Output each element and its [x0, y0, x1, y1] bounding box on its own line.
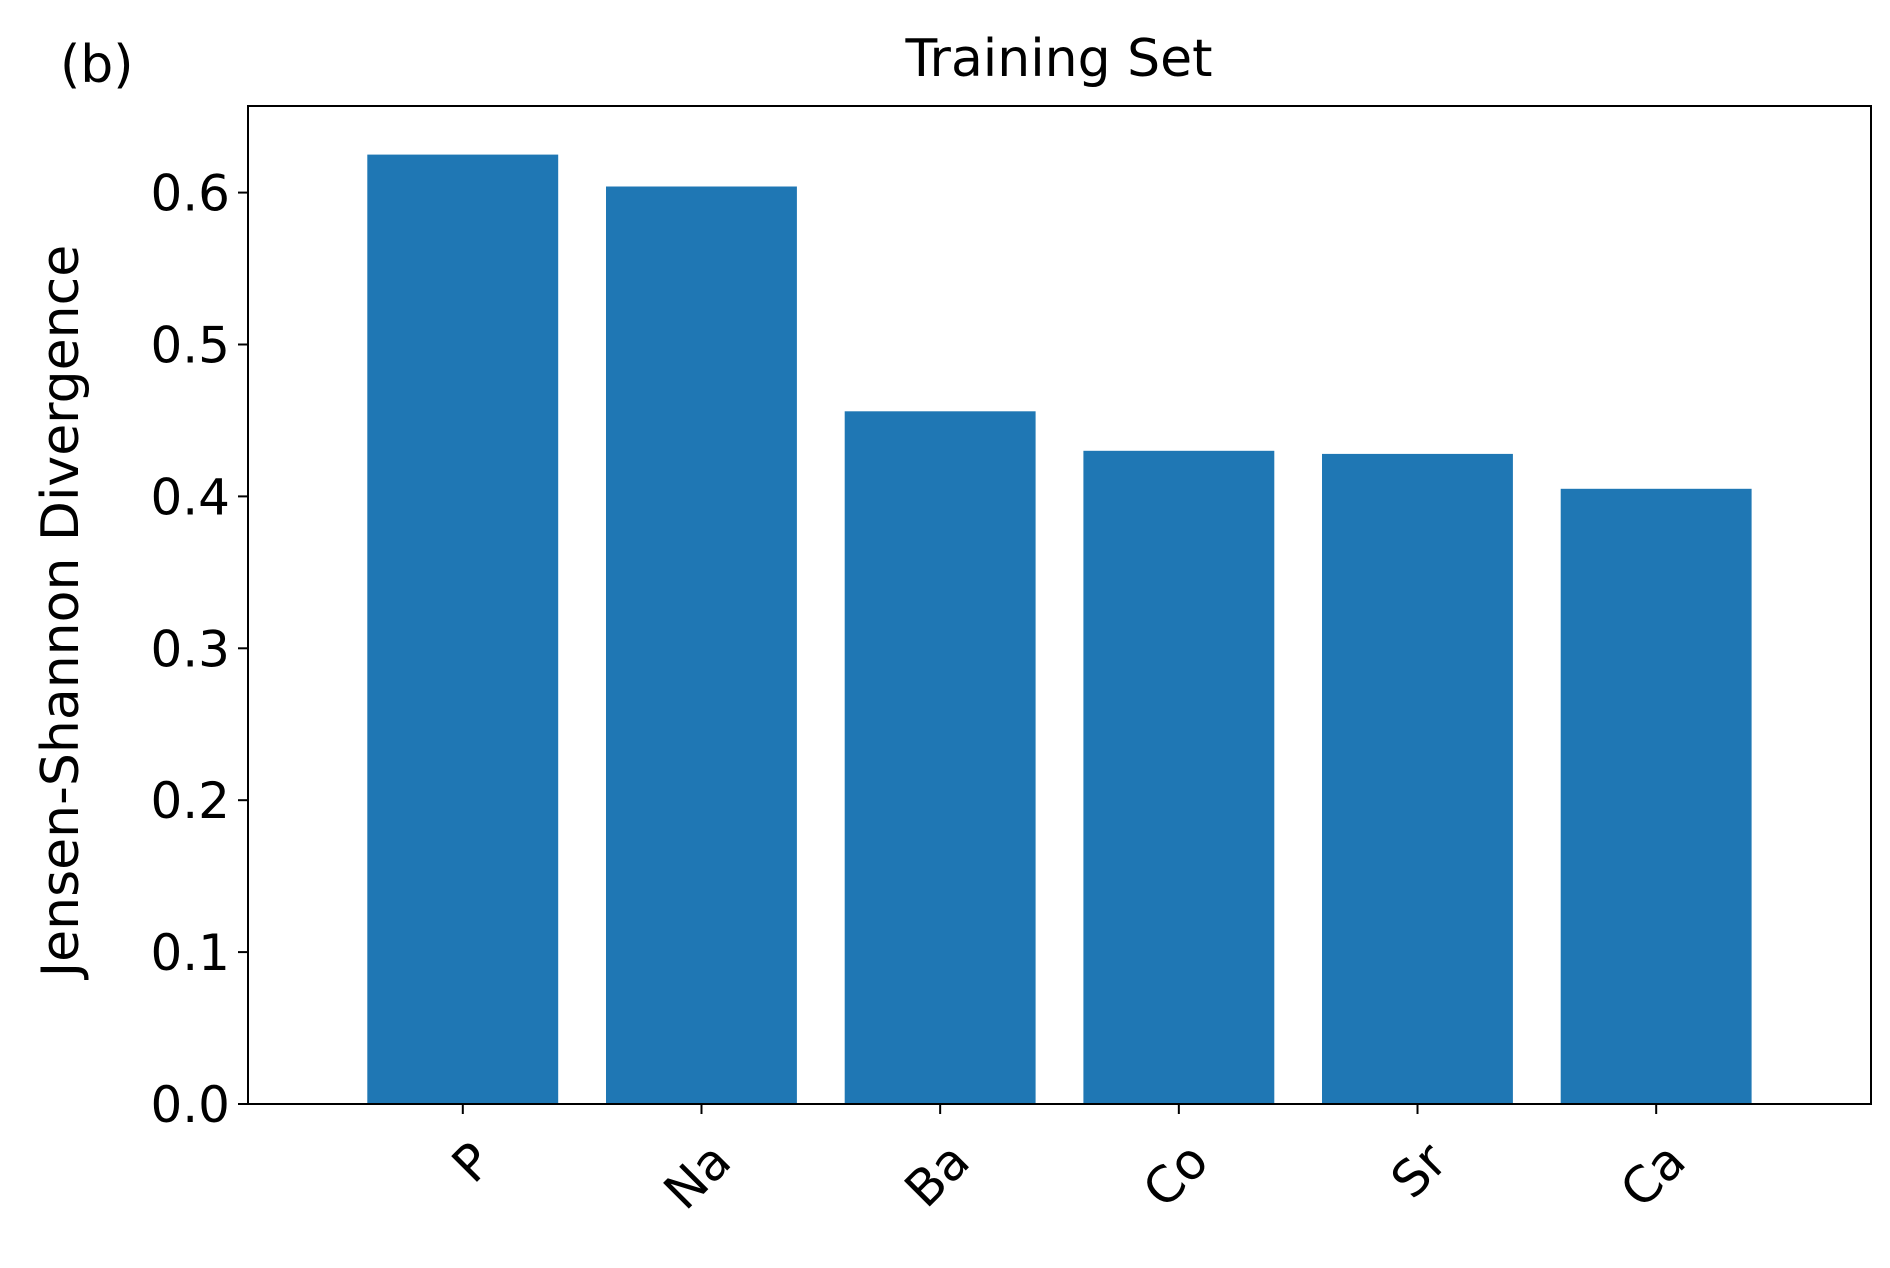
x-tick-label: Ba: [894, 1131, 981, 1218]
y-axis-label: Jensen-Shannon Divergence: [31, 245, 91, 980]
x-tick-label: Ca: [1609, 1131, 1696, 1218]
chart-title: Training Set: [904, 29, 1212, 89]
bars-group: [367, 154, 1752, 1105]
y-tick-label: 0.4: [150, 468, 230, 526]
bar-sr: [1322, 453, 1513, 1104]
plot-frame: [247, 105, 1872, 1105]
bar-na: [606, 186, 797, 1104]
y-tick-label: 0.3: [150, 620, 230, 678]
x-axis-ticks: P Na Ba Co Sr Ca: [441, 1104, 1697, 1221]
y-axis-ticks: 0.0 0.1 0.2 0.3 0.4 0.5 0.6: [150, 165, 248, 1134]
x-tick-label: Sr: [1380, 1131, 1458, 1209]
panel-label: (b): [60, 35, 134, 95]
bar-p: [367, 154, 559, 1105]
y-tick-label: 0.6: [150, 165, 230, 223]
bar-ba: [844, 411, 1036, 1104]
x-tick-label: Na: [653, 1131, 742, 1220]
bar-co: [1083, 450, 1275, 1104]
x-tick-label: P: [441, 1131, 503, 1193]
y-tick-label: 0.1: [150, 924, 230, 982]
x-tick-label: Co: [1132, 1131, 1219, 1218]
y-tick-label: 0.2: [150, 772, 230, 830]
y-tick-label: 0.5: [150, 316, 230, 374]
y-tick-label: 0.0: [150, 1076, 230, 1134]
bar-ca: [1560, 488, 1752, 1104]
